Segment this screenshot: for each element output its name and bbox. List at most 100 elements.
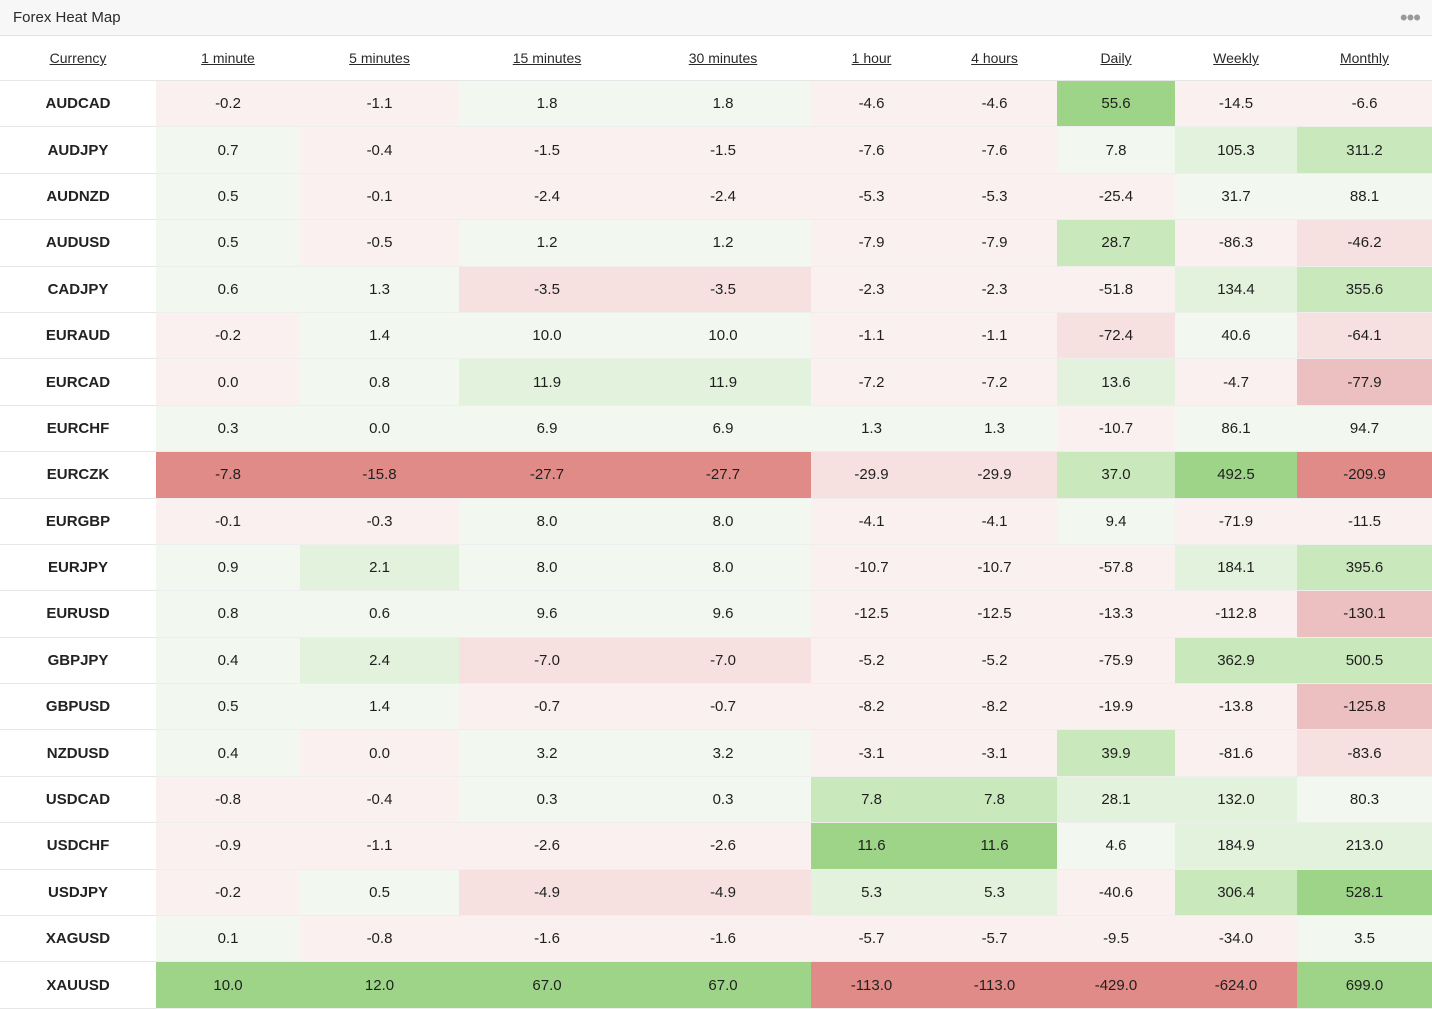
table-row[interactable]: EURCHF 0.3 0.0 6.9 6.9 1.3 1.3 -10.7 86.1 94.7 <box>0 405 1432 453</box>
table-row[interactable]: EURCAD 0.0 0.8 11.9 11.9 -7.2 -7.2 13.6 -4.7 -77.… <box>0 358 1432 406</box>
column-header-5-minutes[interactable]: 5 minutes <box>300 36 459 81</box>
more-horizontal-icon[interactable]: ••• <box>1399 4 1421 30</box>
currency-pair[interactable]: NZDUSD <box>0 729 156 777</box>
column-header-label: 4 hours <box>971 50 1018 66</box>
heat-cell: 9.6 <box>635 590 811 638</box>
currency-pair[interactable]: EURCHF <box>0 405 156 453</box>
heat-cell: -5.2 <box>932 637 1057 685</box>
heat-cell: 39.9 <box>1057 729 1175 777</box>
heat-cell: 10.0 <box>635 312 811 360</box>
heat-cell: -29.9 <box>811 451 932 499</box>
table-row[interactable]: AUDUSD 0.5 -0.5 1.2 1.2 -7.9 -7.9 28.7 -86.3 -46.… <box>0 219 1432 267</box>
heat-cell: -1.1 <box>932 312 1057 360</box>
table-row[interactable]: USDJPY -0.2 0.5 -4.9 -4.9 5.3 5.3 -40.6 306.4 528… <box>0 869 1432 917</box>
currency-pair[interactable]: XAGUSD <box>0 915 156 963</box>
currency-pair[interactable]: EURUSD <box>0 590 156 638</box>
column-header-15-minutes[interactable]: 15 minutes <box>459 36 635 81</box>
table-row[interactable]: USDCAD -0.8 -0.4 0.3 0.3 7.8 7.8 28.1 132.0 80.3 <box>0 776 1432 824</box>
heat-cell: -0.2 <box>156 312 300 360</box>
heat-cell: -1.1 <box>811 312 932 360</box>
heat-cell: 306.4 <box>1175 869 1297 917</box>
heat-cell: 6.9 <box>635 405 811 453</box>
table-row[interactable]: EURUSD 0.8 0.6 9.6 9.6 -12.5 -12.5 -13.3 -112.8-… <box>0 590 1432 638</box>
currency-pair[interactable]: AUDNZD <box>0 173 156 221</box>
heat-cell: 31.7 <box>1175 173 1297 221</box>
column-header-currency[interactable]: Currency <box>0 36 156 81</box>
heat-cell: -3.5 <box>635 266 811 313</box>
heat-cell: 2.1 <box>300 544 459 592</box>
heat-cell: -130.1 <box>1297 590 1432 638</box>
heat-cell: -5.3 <box>811 173 932 221</box>
heat-cell: 67.0 <box>459 961 635 1009</box>
column-header-1-hour[interactable]: 1 hour <box>811 36 932 81</box>
table-row[interactable]: CADJPY 0.6 1.3 -3.5 -3.5 -2.3 -2.3 -51.8 134.4 35… <box>0 266 1432 313</box>
heat-cell: -3.1 <box>932 729 1057 777</box>
currency-pair[interactable]: EURJPY <box>0 544 156 592</box>
heat-cell: -14.5 <box>1175 80 1297 128</box>
heat-cell: 0.0 <box>156 358 300 406</box>
currency-pair[interactable]: AUDCAD <box>0 80 156 128</box>
heat-cell: 1.4 <box>300 683 459 731</box>
table-row[interactable]: AUDCAD -0.2 -1.1 1.8 1.8 -4.6 -4.6 55.6 -14.5 -6.… <box>0 80 1432 128</box>
column-header-daily[interactable]: Daily <box>1057 36 1175 81</box>
heat-cell: 0.1 <box>156 915 300 963</box>
table-row[interactable]: GBPUSD 0.5 1.4 -0.7 -0.7 -8.2 -8.2 -19.9 -13.8 -1… <box>0 683 1432 731</box>
table-row[interactable]: AUDJPY 0.7 -0.4 -1.5 -1.5 -7.6 -7.6 7.8 105.3 311… <box>0 126 1432 174</box>
heat-cell: 5.3 <box>811 869 932 917</box>
heat-cell: -8.2 <box>932 683 1057 731</box>
heat-cell: -9.5 <box>1057 915 1175 963</box>
heat-cell: -72.4 <box>1057 312 1175 360</box>
currency-pair[interactable]: EURCZK <box>0 451 156 499</box>
currency-pair[interactable]: GBPJPY <box>0 637 156 685</box>
column-header-monthly[interactable]: Monthly <box>1297 36 1432 81</box>
heat-cell: -81.6 <box>1175 729 1297 777</box>
heat-cell: -7.0 <box>635 637 811 685</box>
currency-pair[interactable]: USDCAD <box>0 776 156 824</box>
heat-cell: 0.5 <box>156 219 300 267</box>
heat-cell: -209.9 <box>1297 451 1432 499</box>
currency-pair[interactable]: EURAUD <box>0 312 156 360</box>
heat-cell: -5.7 <box>811 915 932 963</box>
heat-cell: -4.1 <box>932 498 1057 545</box>
heat-cell: 28.7 <box>1057 219 1175 267</box>
column-header-1-minute[interactable]: 1 minute <box>156 36 300 81</box>
table-row[interactable]: EURJPY 0.9 2.1 8.0 8.0 -10.7 -10.7 -57.8 184.1 39… <box>0 544 1432 592</box>
heat-cell: 8.0 <box>635 498 811 545</box>
column-header-4-hours[interactable]: 4 hours <box>932 36 1057 81</box>
heat-cell: 1.3 <box>300 266 459 313</box>
heat-cell: -4.6 <box>811 80 932 128</box>
currency-pair[interactable]: AUDUSD <box>0 219 156 267</box>
table-row[interactable]: AUDNZD 0.5 -0.1 -2.4 -2.4 -5.3 -5.3 -25.4 31.7 88… <box>0 173 1432 221</box>
column-header-30-minutes[interactable]: 30 minutes <box>635 36 811 81</box>
currency-pair[interactable]: USDCHF <box>0 822 156 870</box>
column-header-weekly[interactable]: Weekly <box>1175 36 1297 81</box>
table-row[interactable]: XAGUSD 0.1 -0.8 -1.6 -1.6 -5.7 -5.7 -9.5 -34.0 3.… <box>0 915 1432 963</box>
heat-cell: 0.5 <box>156 683 300 731</box>
heat-cell: -2.4 <box>459 173 635 221</box>
table-row[interactable]: EURCZK -7.8 -15.8 -27.7 -27.7 -29.9 -29.9 37.0 4… <box>0 451 1432 499</box>
currency-pair[interactable]: EURGBP <box>0 498 156 545</box>
currency-pair[interactable]: CADJPY <box>0 266 156 313</box>
heat-cell: -12.5 <box>811 590 932 638</box>
table-row[interactable]: USDCHF -0.9 -1.1 -2.6 -2.6 11.6 11.6 4.6 184.9 21… <box>0 822 1432 870</box>
currency-pair[interactable]: EURCAD <box>0 358 156 406</box>
heat-cell: -0.4 <box>300 126 459 174</box>
table-row[interactable]: GBPJPY 0.4 2.4 -7.0 -7.0 -5.2 -5.2 -75.9 362.9 50… <box>0 637 1432 685</box>
table-row[interactable]: EURAUD -0.2 1.4 10.0 10.0 -1.1 -1.1 -72.4 40.6 -6… <box>0 312 1432 360</box>
currency-pair[interactable]: GBPUSD <box>0 683 156 731</box>
heat-cell: 528.1 <box>1297 869 1432 917</box>
heat-cell: -2.3 <box>932 266 1057 313</box>
currency-pair[interactable]: USDJPY <box>0 869 156 917</box>
heat-cell: -4.6 <box>932 80 1057 128</box>
table-row[interactable]: XAUUSD 10.0 12.0 67.0 67.0 -113.0 -113.0 -429.0… <box>0 961 1432 1009</box>
currency-pair[interactable]: XAUUSD <box>0 961 156 1009</box>
heat-cell: 1.4 <box>300 312 459 360</box>
table-row[interactable]: EURGBP -0.1 -0.3 8.0 8.0 -4.1 -4.1 9.4 -71.9 -11.… <box>0 498 1432 545</box>
currency-pair[interactable]: AUDJPY <box>0 126 156 174</box>
heat-cell: -7.6 <box>932 126 1057 174</box>
heat-cell: 8.0 <box>459 544 635 592</box>
heat-cell: 3.2 <box>635 729 811 777</box>
table-row[interactable]: NZDUSD 0.4 0.0 3.2 3.2 -3.1 -3.1 39.9 -81.6 -83.6 <box>0 729 1432 777</box>
heat-cell: -429.0 <box>1057 961 1175 1009</box>
heat-cell: -0.1 <box>156 498 300 545</box>
